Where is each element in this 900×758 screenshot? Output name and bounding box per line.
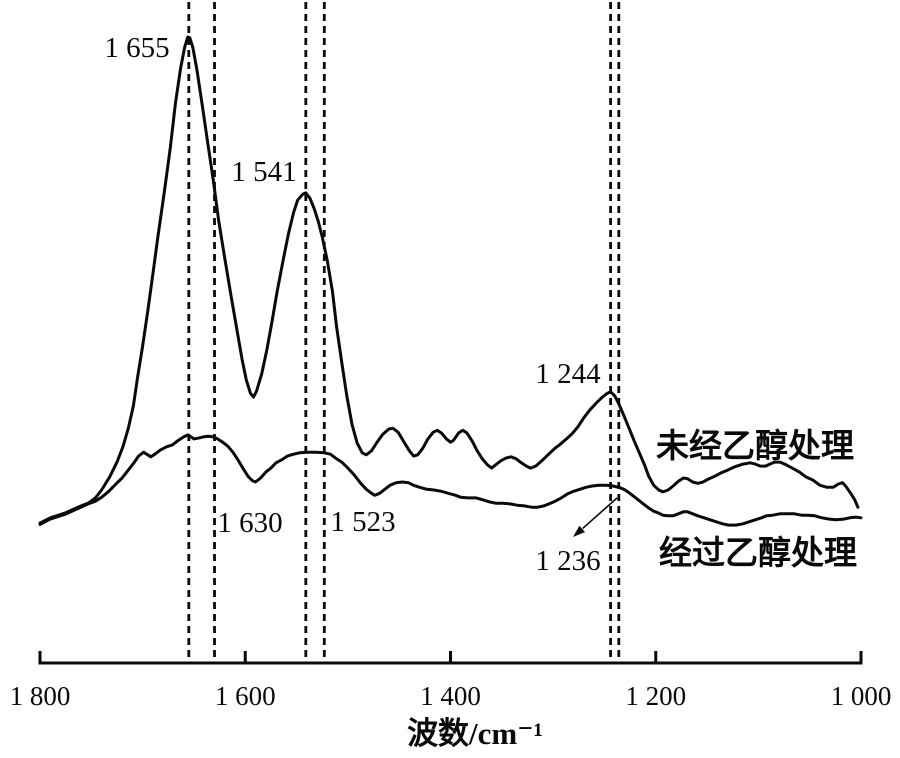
peak-label-1244: 1 244 (535, 358, 601, 390)
x-axis-tick-label-1400: 1 400 (420, 681, 481, 711)
peak-label-1630: 1 630 (217, 507, 282, 539)
annotation-arrow-line-1236 (582, 497, 618, 530)
peak-label-1236: 1 236 (535, 545, 600, 577)
annotation-arrowhead-1236 (573, 525, 585, 537)
x-axis-tick-label-1200: 1 200 (625, 681, 686, 711)
peak-label-1655: 1 655 (104, 32, 169, 64)
series-label-treated: 经过乙醇处理 (659, 535, 857, 572)
x-axis-tick-label-1800: 1 800 (10, 681, 71, 711)
x-axis-title: 波数/cm⁻¹ (407, 716, 543, 751)
series-label-untreated: 未经乙醇处理 (656, 428, 854, 465)
spectrum-curve-treated (38, 433, 863, 527)
x-axis-tick-label-1000: 1 000 (831, 681, 892, 711)
peak-label-1541: 1 541 (231, 156, 296, 188)
peak-label-1523: 1 523 (330, 506, 395, 538)
spectrum-curve-untreated (38, 35, 860, 525)
x-axis-tick-label-1600: 1 600 (215, 681, 276, 711)
